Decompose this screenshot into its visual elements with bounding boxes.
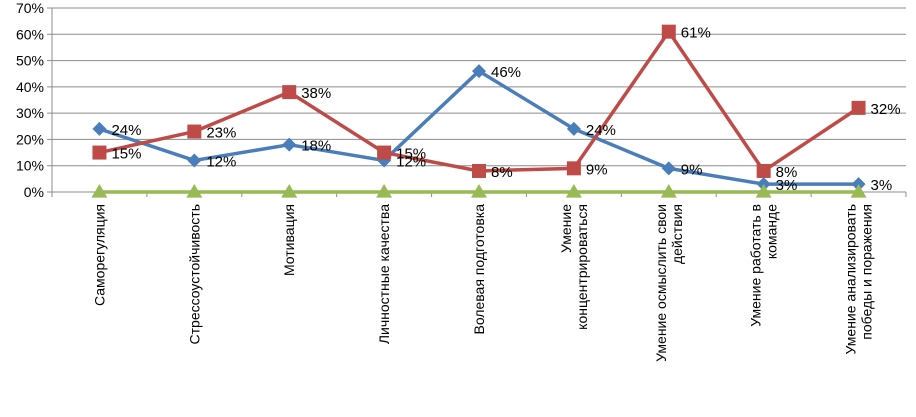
category-label: концентрироваться	[574, 204, 590, 330]
data-point-square	[661, 24, 676, 39]
data-point-diamond	[187, 153, 202, 168]
data-label: 15%	[111, 146, 141, 163]
y-tick-label: 60%	[16, 26, 44, 42]
data-point-square	[851, 100, 866, 115]
category-label: Стрессоустойчивость	[186, 204, 202, 344]
data-label: 9%	[586, 161, 608, 178]
series-line-2	[99, 29, 860, 173]
y-tick-label: 10%	[16, 158, 44, 174]
data-label: 8%	[776, 164, 798, 181]
data-label: 3%	[776, 177, 798, 194]
y-tick-label: 40%	[16, 79, 44, 95]
category-label: команде	[764, 204, 780, 259]
category-labels: Саморегуляция Стрессоустойчивость Мотиваци…	[91, 204, 874, 362]
y-tick-label: 20%	[16, 131, 44, 147]
data-label: 61%	[681, 25, 711, 42]
data-point-triangle	[91, 184, 108, 198]
data-label: 3%	[871, 177, 893, 194]
data-point-triangle	[565, 184, 582, 198]
y-tick-label: 30%	[16, 105, 44, 121]
data-point-square	[187, 124, 202, 139]
y-tick-label: 70%	[16, 0, 44, 16]
category-label: действия	[669, 204, 685, 264]
data-label: 46%	[491, 64, 521, 81]
data-point-square	[472, 163, 486, 178]
category-label: Умение	[558, 204, 574, 253]
data-label: 38%	[301, 85, 331, 102]
data-point-triangle	[471, 184, 487, 198]
category-label: Умение осмыслить свои	[653, 204, 669, 362]
data-point-square	[92, 145, 107, 160]
data-point-square	[282, 85, 297, 100]
category-label: победы и поражения	[859, 204, 875, 340]
category-label: Умение работать в	[748, 204, 764, 327]
data-point-triangle	[186, 184, 203, 198]
data-label: 18%	[301, 138, 331, 155]
y-tick-labels: 0% 10% 20% 30% 40% 50% 60% 70%	[16, 0, 44, 200]
data-point-triangle	[376, 184, 393, 198]
data-point-square	[566, 161, 581, 176]
data-point-triangle	[281, 184, 298, 198]
y-tick-label: 50%	[16, 53, 44, 69]
data-label: 24%	[586, 122, 616, 139]
category-label: Личностные качества	[376, 204, 392, 344]
data-point-diamond	[566, 121, 581, 136]
data-label: 8%	[491, 164, 513, 181]
data-point-square	[756, 163, 771, 178]
data-label: 23%	[206, 125, 236, 142]
data-point-diamond	[92, 121, 107, 136]
data-point-square	[377, 145, 392, 160]
y-tick-label: 0%	[24, 184, 44, 200]
data-label: 32%	[871, 101, 901, 118]
category-label: Волевая подготовка	[471, 204, 487, 335]
data-label: 9%	[681, 161, 703, 178]
data-labels: 24% 12% 18% 12% 46% 24% 9% 3% 3% 15% 23% 38% 15% 8% 9%…	[111, 25, 900, 194]
data-label: 24%	[111, 122, 141, 139]
data-point-diamond	[661, 161, 676, 176]
data-label: 12%	[206, 153, 236, 170]
category-label: Умение анализировать	[843, 204, 859, 354]
data-label: 12%	[396, 153, 426, 170]
series-lines	[91, 24, 867, 198]
data-point-triangle	[755, 184, 772, 198]
data-point-triangle	[850, 184, 867, 198]
category-label: Саморегуляция	[91, 204, 107, 306]
data-label: 15%	[396, 146, 426, 163]
data-point-triangle	[660, 184, 677, 198]
data-point-diamond	[472, 64, 486, 79]
data-point-diamond	[282, 137, 297, 152]
category-label: Мотивация	[281, 204, 297, 276]
